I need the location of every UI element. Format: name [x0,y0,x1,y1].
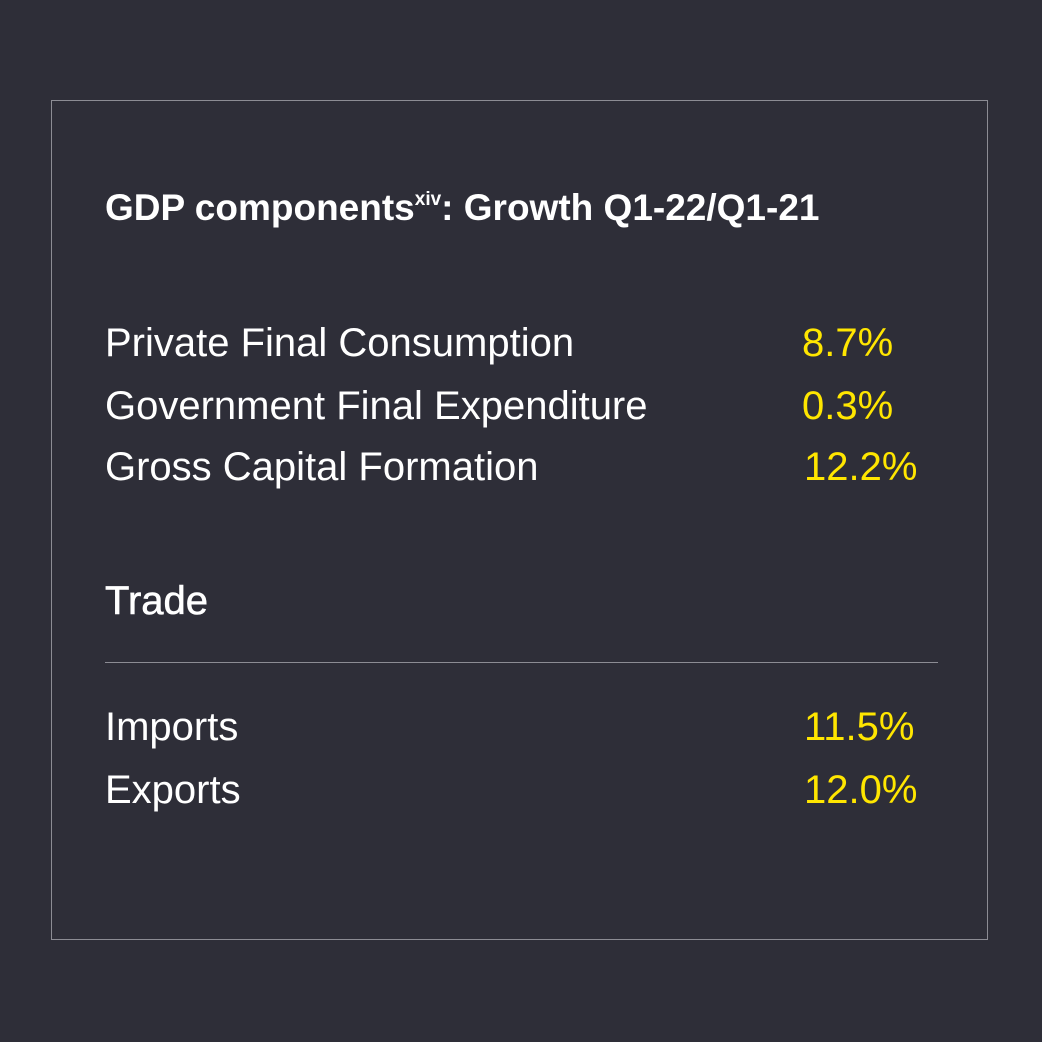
trade-label: Imports [105,705,239,749]
component-row-gross-capital-formation: Gross Capital Formation 12.2% [105,445,922,495]
trade-value: 11.5% [804,705,915,749]
trade-value: 12.0% [804,768,918,812]
component-label: Private Final Consumption [105,321,575,365]
title-main: GDP components [105,187,415,228]
trade-row-exports: Exports 12.0% [105,768,922,818]
component-label: Gross Capital Formation [105,445,539,489]
component-value: 8.7% [802,321,894,365]
trade-label: Exports [105,768,241,812]
trade-heading: Trade [105,579,209,624]
trade-row-imports: Imports 11.5% [105,705,922,755]
component-value: 0.3% [802,384,894,428]
section-divider [105,662,938,663]
gdp-card: GDP componentsxiv: Growth Q1-22/Q1-21 Pr… [51,100,988,940]
component-row-government-expenditure: Government Final Expenditure 0.3% [105,384,922,434]
title-footnote-ref: xiv [414,189,442,210]
component-value: 12.2% [804,445,918,489]
component-row-private-consumption: Private Final Consumption 8.7% [105,321,922,371]
component-label: Government Final Expenditure [105,384,648,428]
card-title: GDP componentsxiv: Growth Q1-22/Q1-21 [105,187,819,229]
title-rest: : Growth Q1-22/Q1-21 [441,187,820,228]
